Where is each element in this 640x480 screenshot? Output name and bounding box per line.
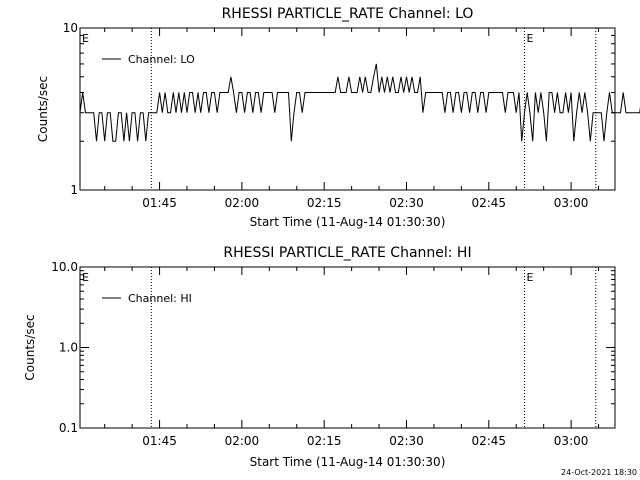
x-tick-label: 02:30 bbox=[389, 196, 424, 210]
x-tick-label: 02:00 bbox=[225, 434, 260, 448]
x-tick-label: 02:30 bbox=[389, 434, 424, 448]
x-tick-label: 02:00 bbox=[225, 196, 260, 210]
event-label: E bbox=[82, 32, 89, 45]
y-tick-label: 1 bbox=[70, 183, 78, 197]
y-tick-label: 1.0 bbox=[59, 341, 78, 355]
x-tick-label: 01:45 bbox=[142, 196, 177, 210]
event-label: E bbox=[526, 271, 533, 284]
chart-title: RHESSI PARTICLE_RATE Channel: LO bbox=[222, 6, 474, 22]
x-axis-label: Start Time (11-Aug-14 01:30:30) bbox=[250, 455, 446, 469]
y-tick-label: 10 bbox=[63, 21, 78, 35]
chart-title: RHESSI PARTICLE_RATE Channel: HI bbox=[223, 245, 471, 261]
x-tick-label: 03:00 bbox=[554, 196, 589, 210]
plot-panel-1: RHESSI PARTICLE_RATE Channel: HI Start Ti… bbox=[23, 245, 616, 469]
x-tick-label: 02:45 bbox=[471, 434, 506, 448]
x-tick-label: 02:15 bbox=[307, 434, 342, 448]
legend-label: Channel: HI bbox=[128, 292, 192, 305]
x-tick-label: 01:45 bbox=[142, 434, 177, 448]
y-tick-label: 0.1 bbox=[59, 421, 78, 435]
y-axis-label: Counts/sec bbox=[36, 76, 50, 142]
plot-panel-0: RHESSI PARTICLE_RATE Channel: LO Start Ti… bbox=[36, 6, 640, 229]
footer-timestamp: 24-Oct-2021 18:30 bbox=[561, 468, 637, 477]
x-tick-label: 02:15 bbox=[307, 196, 342, 210]
event-label: E bbox=[82, 271, 89, 284]
x-tick-label: 02:45 bbox=[471, 196, 506, 210]
y-axis-label: Counts/sec bbox=[23, 314, 37, 380]
x-axis-label: Start Time (11-Aug-14 01:30:30) bbox=[250, 215, 446, 229]
x-tick-label: 03:00 bbox=[554, 434, 589, 448]
event-label: E bbox=[526, 32, 533, 45]
series-line bbox=[79, 63, 640, 142]
y-tick-label: 10.0 bbox=[51, 260, 78, 274]
legend-label: Channel: LO bbox=[128, 53, 195, 66]
